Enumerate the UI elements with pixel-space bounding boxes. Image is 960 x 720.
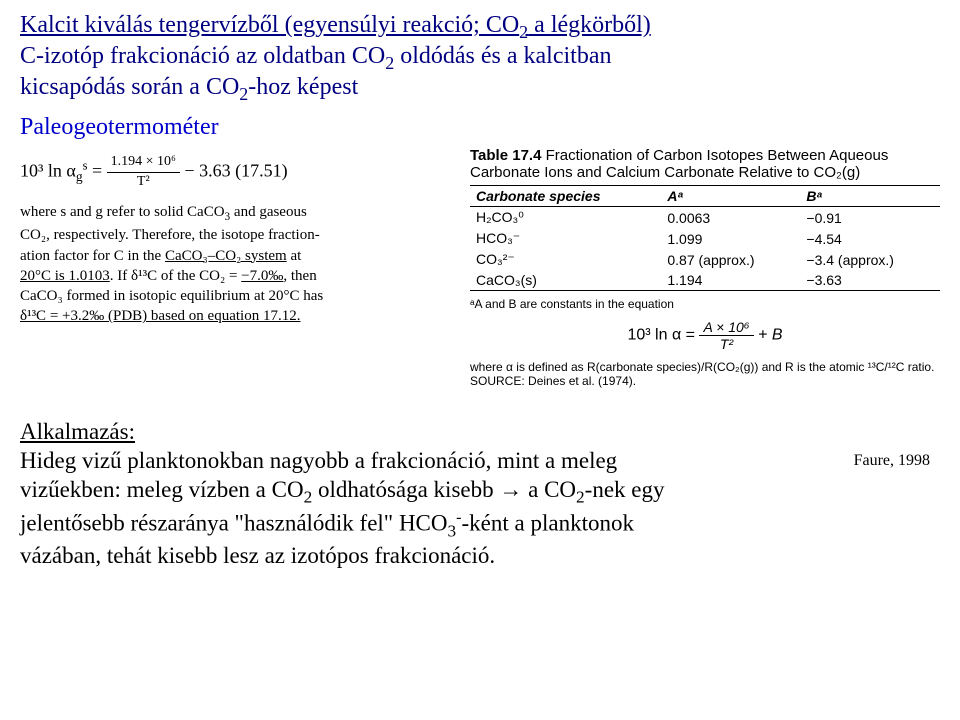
app-line: vizűekben: meleg vízben a CO	[20, 477, 304, 502]
cell: 1.194	[661, 270, 800, 291]
sub: 2	[385, 53, 394, 73]
sub: 2	[519, 22, 528, 42]
arrow-icon: →	[499, 477, 522, 502]
app-line: jelentősebb részaránya "használódik fel"…	[20, 511, 448, 536]
app-line: -nek egy	[585, 477, 665, 502]
text: ation factor for C in the	[20, 248, 165, 264]
app-line: a CO	[522, 477, 576, 502]
cell: CaCO₃(s)	[470, 270, 661, 291]
sub: 2	[576, 487, 585, 506]
app-line: -ként a planktonok	[462, 511, 634, 536]
para-line: 20°C is 1.0103. If δ¹³C of the CO₂ = −7.…	[20, 266, 460, 286]
fraction: A × 10⁶ T²	[699, 319, 753, 352]
cell: −0.91	[800, 207, 940, 229]
cell: CO₃²⁻	[470, 249, 661, 270]
alpha-definition: where α is defined as R(carbonate specie…	[470, 360, 940, 374]
para-line: δ¹³C = +3.2‰ (PDB) based on equation 17.…	[20, 306, 460, 326]
underline-text: CaCO₃–CO₂ system	[165, 248, 287, 264]
para-line: ation factor for C in the CaCO₃–CO₂ syst…	[20, 246, 460, 266]
table-equation: 10³ ln α = A × 10⁶ T² + B	[470, 319, 940, 352]
title-line-3: kicsapódás során a CO2-hoz képest	[20, 74, 940, 105]
para-line: where s and g refer to solid CaCO3 and g…	[20, 202, 460, 225]
sub: 2	[239, 83, 248, 103]
source-value: Deines et al. (1974).	[525, 374, 636, 388]
cell: −3.4 (approx.)	[800, 249, 940, 270]
sub: g	[76, 170, 83, 185]
source-label: SOURCE:	[470, 374, 525, 388]
cell: −3.63	[800, 270, 940, 291]
eq-eq: =	[87, 161, 106, 181]
app-line: oldhatósága kisebb	[312, 477, 499, 502]
col-species: Carbonate species	[470, 186, 661, 207]
faure-citation: Faure, 1998	[854, 452, 930, 470]
table-source: SOURCE: Deines et al. (1974).	[470, 374, 940, 388]
sub: 3	[448, 521, 457, 540]
table-note: ᵃA and B are constants in the equation	[470, 297, 940, 311]
title-block: Kalcit kiválás tengervízből (egyensúlyi …	[20, 12, 940, 104]
fraction: 1.194 × 10⁶ T²	[107, 153, 180, 192]
eq-lhs: 10³ ln α =	[627, 327, 699, 344]
text: at	[287, 248, 302, 264]
underline-text: 20°C is 1.0103	[20, 268, 110, 284]
table-row: CO₃²⁻0.87 (approx.)−3.4 (approx.)	[470, 249, 940, 270]
fractionation-table: Carbonate species Aᵃ Bᵃ H₂CO₃⁰0.0063−0.9…	[470, 185, 940, 291]
title-text: C-izotóp frakcionáció az oldatban CO	[20, 43, 385, 69]
col-A: Aᵃ	[661, 186, 800, 207]
title-text: kicsapódás során a CO	[20, 74, 239, 100]
title-line-2: C-izotóp frakcionáció az oldatban CO2 ol…	[20, 43, 940, 74]
app-line: vázában, tehát kisebb lesz az izotópos f…	[20, 543, 495, 568]
cell: 0.0063	[661, 207, 800, 229]
left-column: 10³ ln αgs = 1.194 × 10⁶ T² − 3.63 (17.5…	[20, 147, 460, 388]
title-text: Kalcit kiválás tengervízből (egyensúlyi …	[20, 12, 519, 38]
title-text: oldódás és a kalcitban	[394, 43, 611, 69]
table-row: CaCO₃(s)1.194−3.63	[470, 270, 940, 291]
application-title: Alkalmazás:	[20, 419, 135, 444]
text: where s and g refer to solid CaCO	[20, 204, 225, 220]
title-text: a légkörből)	[528, 12, 651, 38]
title-text: -hoz képest	[248, 74, 358, 100]
equation-17-51: 10³ ln αgs = 1.194 × 10⁶ T² − 3.63 (17.5…	[20, 153, 460, 192]
text: and gaseous	[230, 204, 307, 220]
text: . If δ¹³C of the CO₂ =	[110, 268, 241, 284]
table-header-row: Carbonate species Aᵃ Bᵃ	[470, 186, 940, 207]
numerator: A × 10⁶	[699, 319, 753, 336]
table-row: HCO₃⁻1.099−4.54	[470, 228, 940, 249]
numerator: 1.194 × 10⁶	[107, 153, 180, 173]
eq-plus: + B	[758, 327, 782, 344]
table-row: H₂CO₃⁰0.0063−0.91	[470, 207, 940, 229]
table-num: Table 17.4	[470, 147, 541, 164]
cell: 0.87 (approx.)	[661, 249, 800, 270]
content-row: 10³ ln αgs = 1.194 × 10⁶ T² − 3.63 (17.5…	[20, 147, 940, 388]
cell: −4.54	[800, 228, 940, 249]
cell: HCO₃⁻	[470, 228, 661, 249]
eq-lhs: 10³ ln α	[20, 161, 76, 181]
underline-text: −7.0‰	[241, 268, 283, 284]
paleo-label: Paleogeotermométer	[20, 114, 940, 141]
para-line: CaCO₃ formed in isotopic equilibrium at …	[20, 286, 460, 306]
col-B: Bᵃ	[800, 186, 940, 207]
cell: 1.099	[661, 228, 800, 249]
eq-tail: − 3.63 (17.51)	[184, 161, 287, 181]
table-title: Table 17.4 Fractionation of Carbon Isoto…	[470, 147, 940, 181]
app-line: Hideg vizű planktonokban nagyobb a frakc…	[20, 448, 617, 473]
right-column: Table 17.4 Fractionation of Carbon Isoto…	[470, 147, 940, 388]
title-line-1: Kalcit kiválás tengervízből (egyensúlyi …	[20, 12, 940, 43]
cell: H₂CO₃⁰	[470, 207, 661, 229]
text: , then	[283, 268, 316, 284]
denominator: T²	[699, 336, 753, 352]
para-line: CO₂, respectively. Therefore, the isotop…	[20, 225, 460, 245]
application-block: Alkalmazás: Hideg vizű planktonokban nag…	[20, 418, 940, 570]
sub: 2	[304, 487, 313, 506]
denominator: T²	[107, 173, 180, 192]
